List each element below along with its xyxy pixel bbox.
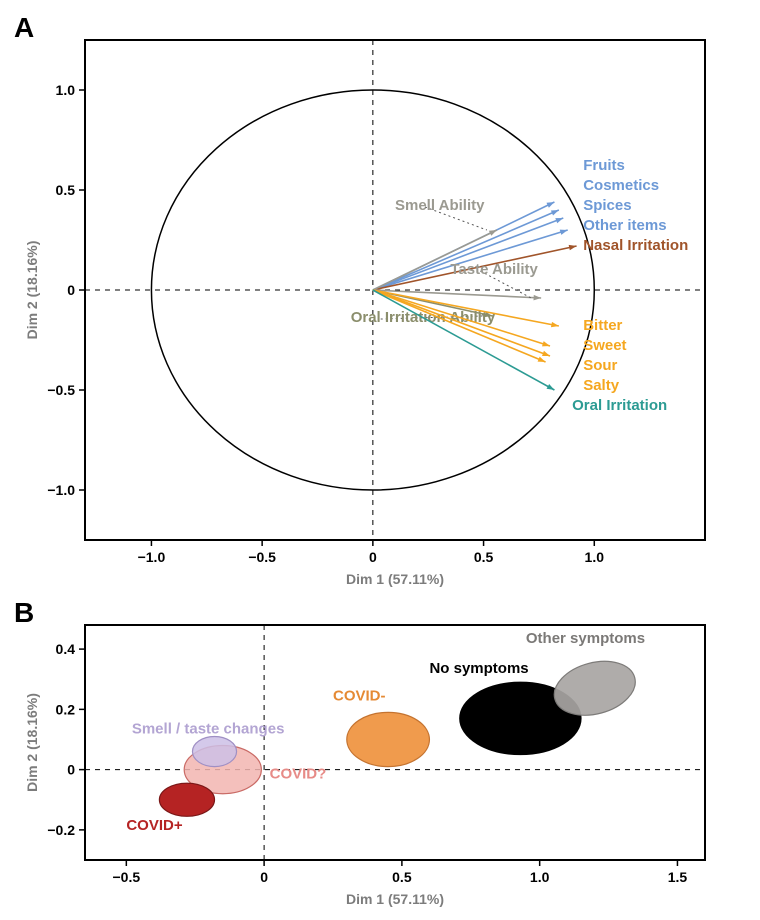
vector-label-taste-ability: Taste Ability	[450, 261, 538, 278]
svg-text:1.0: 1.0	[530, 869, 550, 885]
x-axis-label: Dim 1 (57.11%)	[346, 571, 444, 587]
ellipse-label-smell-taste: Smell / taste changes	[132, 720, 285, 737]
panel-b-chart: −0.5 0 0.5 1.0 1.5 −0.2 0 0.2 0.4 Dim 1 (57.11%) D…	[0, 590, 760, 920]
x-axis-label: Dim 1 (57.11%)	[346, 891, 444, 907]
svg-text:0.5: 0.5	[56, 182, 76, 198]
ellipse-label-covid-q: COVID?	[270, 766, 327, 783]
ellipse-label-no-symptoms: No symptoms	[429, 660, 528, 677]
svg-text:−0.5: −0.5	[248, 549, 276, 565]
vector-label-bitter: Bitter	[583, 317, 622, 334]
svg-text:−1.0: −1.0	[47, 482, 75, 498]
svg-text:0: 0	[260, 869, 268, 885]
vector-label-salty: Salty	[583, 377, 620, 394]
ellipse-covid-minus	[347, 712, 430, 766]
ellipse-smell-taste	[192, 736, 236, 766]
vector-label-sweet: Sweet	[583, 337, 626, 354]
vector-label-oral-irr: Oral Irritation	[572, 397, 667, 414]
ellipse-label-covid-minus: COVID-	[333, 687, 386, 704]
svg-text:−1.0: −1.0	[138, 549, 166, 565]
svg-text:0: 0	[67, 762, 75, 778]
svg-text:1.0: 1.0	[56, 82, 76, 98]
svg-text:0: 0	[67, 282, 75, 298]
svg-text:1.0: 1.0	[585, 549, 605, 565]
vector-label-sour: Sour	[583, 357, 617, 374]
svg-text:−0.5: −0.5	[47, 382, 75, 398]
vector-label-fruits: Fruits	[583, 157, 625, 174]
svg-text:1.5: 1.5	[668, 869, 688, 885]
ellipse-label-covid-plus: COVID+	[126, 817, 183, 834]
ellipse-covid-plus	[159, 783, 214, 816]
panel-a-chart: −1.0 −0.5 0 0.5 1.0 −1.0 −0.5 0 0.5 1.0 Dim 1 (57.…	[0, 0, 760, 590]
vector-label-cosmetics: Cosmetics	[583, 177, 659, 194]
vector-label-nasal-irr: Nasal Irritation	[583, 237, 688, 254]
svg-text:−0.5: −0.5	[113, 869, 141, 885]
svg-text:0.2: 0.2	[56, 701, 76, 717]
ellipse-label-other-symp: Other symptoms	[526, 630, 645, 647]
y-axis-label: Dim 2 (18.16%)	[24, 693, 40, 792]
svg-text:−0.2: −0.2	[47, 822, 75, 838]
vector-label-spices: Spices	[583, 197, 631, 214]
svg-text:0.4: 0.4	[56, 641, 76, 657]
svg-text:0: 0	[369, 549, 377, 565]
svg-text:0.5: 0.5	[392, 869, 412, 885]
vector-label-other-items: Other items	[583, 217, 666, 234]
svg-text:0.5: 0.5	[474, 549, 494, 565]
vector-label-smell-ability: Smell Ability	[395, 197, 485, 214]
y-axis-label: Dim 2 (18.16%)	[24, 241, 40, 340]
